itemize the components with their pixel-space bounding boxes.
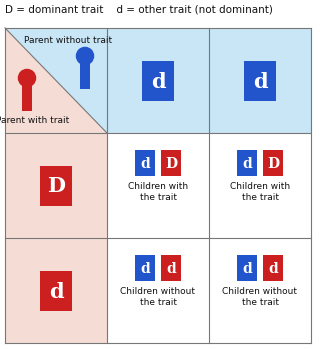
Bar [107, 28, 209, 133]
Bar [263, 150, 283, 176]
Text: d: d [242, 157, 252, 171]
Bar [107, 238, 209, 343]
Bar [5, 238, 107, 343]
Text: d: d [166, 262, 176, 276]
Bar [244, 61, 276, 100]
Text: Children without
the trait: Children without the trait [121, 287, 196, 307]
Bar [40, 166, 72, 205]
Bar [161, 150, 181, 176]
Text: D: D [267, 157, 279, 171]
Text: d: d [268, 262, 278, 276]
Bar [209, 133, 311, 238]
Text: D: D [47, 176, 65, 196]
Polygon shape [5, 28, 107, 133]
Bar [80, 63, 90, 89]
Bar [22, 85, 32, 111]
Text: D: D [165, 157, 177, 171]
Circle shape [76, 48, 93, 64]
Bar [209, 28, 311, 133]
Bar [161, 255, 181, 281]
Bar [5, 133, 107, 238]
Bar [263, 255, 283, 281]
Text: d: d [151, 71, 165, 91]
Text: d: d [253, 71, 267, 91]
Circle shape [19, 69, 36, 86]
Bar [40, 271, 72, 310]
Bar [135, 255, 155, 281]
Text: Children with
the trait: Children with the trait [128, 182, 188, 202]
Bar [142, 61, 174, 100]
Text: Children without
the trait: Children without the trait [222, 287, 298, 307]
Text: d: d [49, 281, 63, 301]
Bar [209, 238, 311, 343]
Bar [107, 133, 209, 238]
Text: d: d [242, 262, 252, 276]
Text: Parent without trait: Parent without trait [24, 36, 112, 45]
Bar [237, 255, 257, 281]
Bar [237, 150, 257, 176]
Polygon shape [5, 28, 107, 133]
Text: Parent with trait: Parent with trait [0, 116, 70, 125]
Text: D = dominant trait    d = other trait (not dominant): D = dominant trait d = other trait (not … [5, 4, 273, 14]
Text: d: d [140, 157, 150, 171]
Bar [135, 150, 155, 176]
Text: d: d [140, 262, 150, 276]
Text: Children with
the trait: Children with the trait [230, 182, 290, 202]
